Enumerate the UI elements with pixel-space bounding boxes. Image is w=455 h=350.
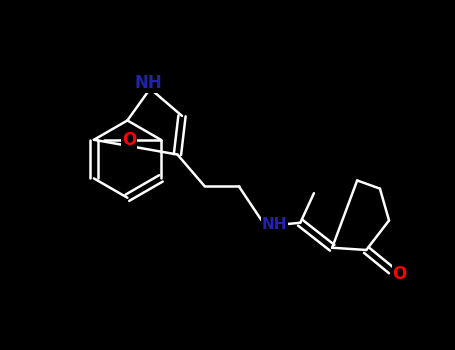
Text: NH: NH [134, 74, 162, 92]
Text: O: O [122, 131, 136, 149]
Text: NH: NH [262, 217, 287, 232]
Text: O: O [392, 265, 407, 283]
